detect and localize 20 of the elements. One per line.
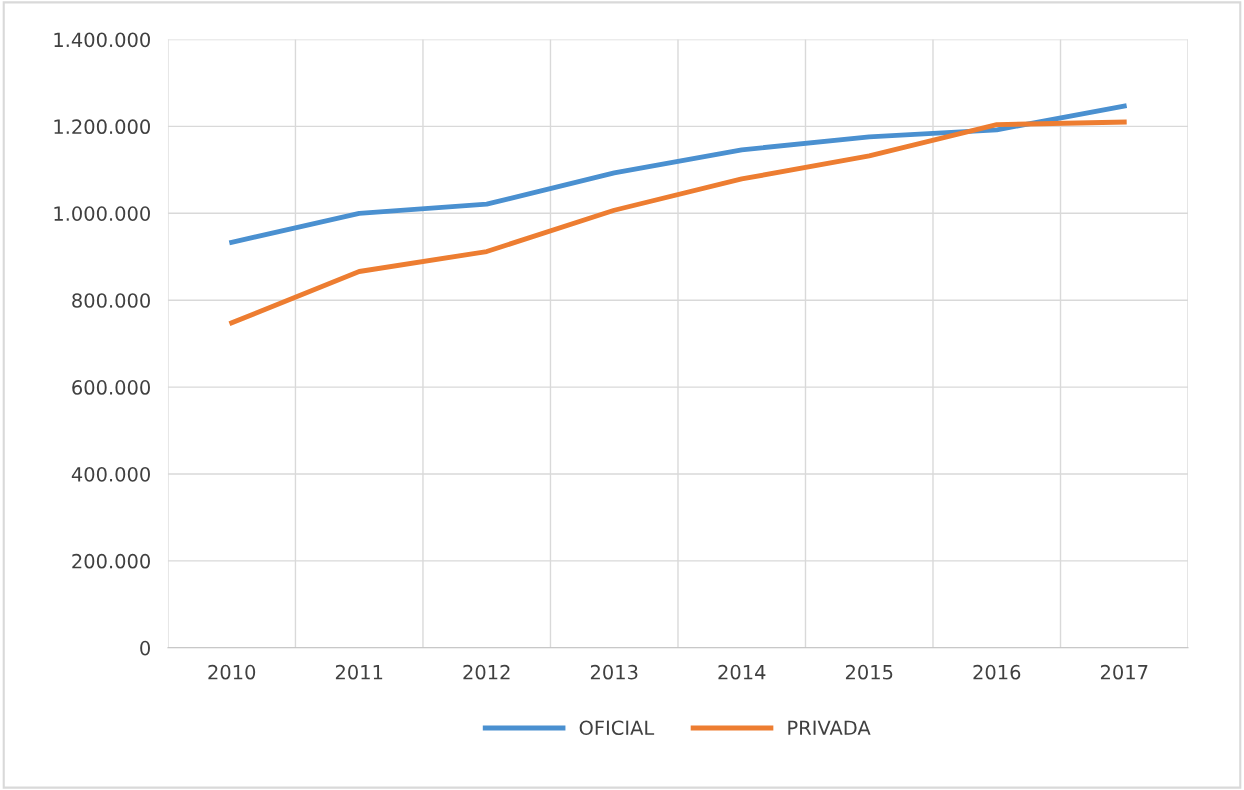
y-tick-label: 800.000 bbox=[72, 293, 150, 308]
x-tick-label: 2012 bbox=[463, 664, 510, 680]
x-tick-label: 2010 bbox=[208, 664, 256, 680]
x-tick-label: 2013 bbox=[590, 664, 638, 680]
y-tick-label: 400.000 bbox=[71, 466, 150, 482]
x-tick-label: 2014 bbox=[718, 664, 766, 680]
y-tick-label: 200.000 bbox=[72, 553, 150, 569]
y-tick-label: 1.200.000 bbox=[54, 119, 150, 135]
legend-label: PRIVADA bbox=[788, 720, 871, 735]
x-tick-label: 2017 bbox=[1100, 664, 1148, 680]
x-tick-label: 2011 bbox=[335, 664, 383, 680]
y-tick-label: 600.000 bbox=[72, 380, 150, 395]
line-series bbox=[229, 103, 1127, 245]
line-series bbox=[229, 119, 1127, 326]
y-tick-label: 0 bbox=[140, 640, 150, 656]
y-tick-label: 1.000.000 bbox=[54, 206, 150, 221]
x-tick-label: 2015 bbox=[845, 664, 893, 680]
legend-label: OFICIAL bbox=[579, 720, 655, 736]
y-tick-label: 1.400.000 bbox=[54, 32, 150, 48]
x-tick-label: 2016 bbox=[973, 664, 1021, 680]
